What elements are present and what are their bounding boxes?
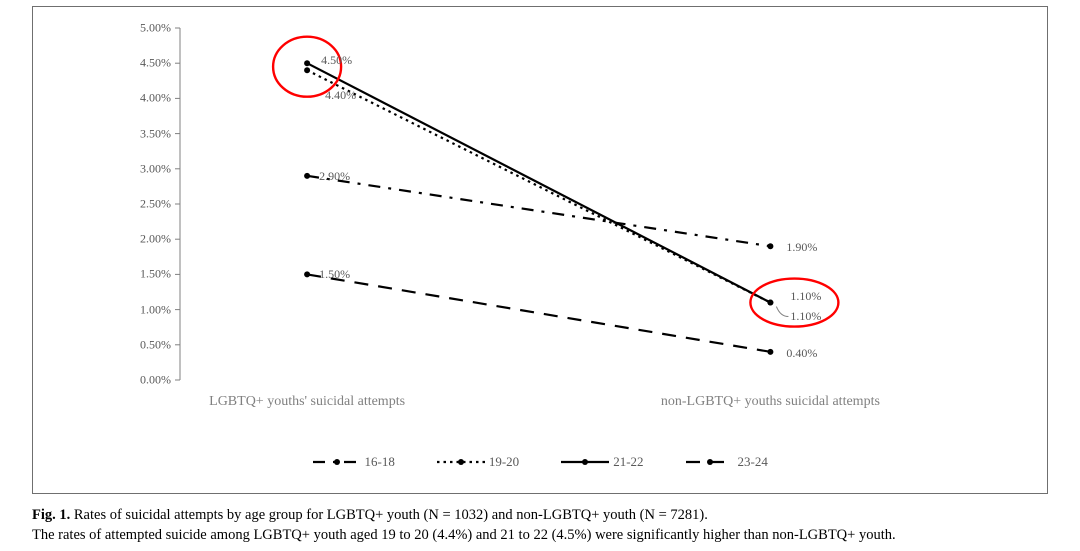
- y-tick-label: 3.00%: [125, 161, 171, 176]
- data-label: 2.90%: [319, 169, 350, 184]
- y-tick-label: 2.00%: [125, 232, 171, 247]
- y-tick-label: 0.00%: [125, 373, 171, 388]
- legend-item-23-24: 23-24: [686, 454, 768, 470]
- series-line-23-24: [307, 274, 770, 351]
- series-marker-16-18: [304, 173, 310, 179]
- legend-label: 21-22: [613, 454, 643, 470]
- legend-label: 19-20: [489, 454, 519, 470]
- legend: 16-18 19-20 21-22 23-24: [313, 454, 768, 470]
- y-tick-label: 4.50%: [125, 56, 171, 71]
- y-tick-label: 2.50%: [125, 197, 171, 212]
- data-label: 1.50%: [319, 267, 350, 282]
- y-tick-label: 4.00%: [125, 91, 171, 106]
- y-tick-label: 0.50%: [125, 337, 171, 352]
- legend-label: 23-24: [738, 454, 768, 470]
- legend-label: 16-18: [365, 454, 395, 470]
- series-marker-21-22: [767, 300, 773, 306]
- y-tick-label: 1.50%: [125, 267, 171, 282]
- series-marker-19-20: [304, 67, 310, 73]
- legend-item-16-18: 16-18: [313, 454, 395, 470]
- y-tick-label: 1.00%: [125, 302, 171, 317]
- series-marker-23-24: [767, 349, 773, 355]
- category-label: LGBTQ+ youths' suicidal attempts: [209, 394, 405, 410]
- data-label: 1.10%: [790, 289, 821, 304]
- data-label: 4.40%: [325, 88, 356, 103]
- series-line-16-18: [307, 176, 770, 246]
- chart-canvas: { "chart": { "type": "line", "frame": { …: [0, 0, 1080, 551]
- plot-svg: [180, 28, 1000, 380]
- data-label: 4.50%: [321, 53, 352, 68]
- data-label: 1.10%: [790, 309, 821, 324]
- y-tick-label: 5.00%: [125, 21, 171, 36]
- data-label: 1.90%: [786, 240, 817, 255]
- figure-caption: Fig. 1. Rates of suicidal attempts by ag…: [32, 506, 1048, 545]
- caption-line2: The rates of attempted suicide among LGB…: [32, 527, 896, 543]
- series-marker-21-22: [304, 60, 310, 66]
- series-marker-23-24: [304, 271, 310, 277]
- legend-item-21-22: 21-22: [561, 454, 643, 470]
- category-label: non-LGBTQ+ youths suicidal attempts: [661, 394, 880, 410]
- caption-line1: Rates of suicidal attempts by age group …: [70, 507, 708, 523]
- y-tick-label: 3.50%: [125, 126, 171, 141]
- legend-item-19-20: 19-20: [437, 454, 519, 470]
- series-line-21-22: [307, 63, 770, 302]
- data-label: 0.40%: [786, 346, 817, 361]
- series-marker-16-18: [767, 243, 773, 249]
- caption-prefix: Fig. 1.: [32, 507, 70, 523]
